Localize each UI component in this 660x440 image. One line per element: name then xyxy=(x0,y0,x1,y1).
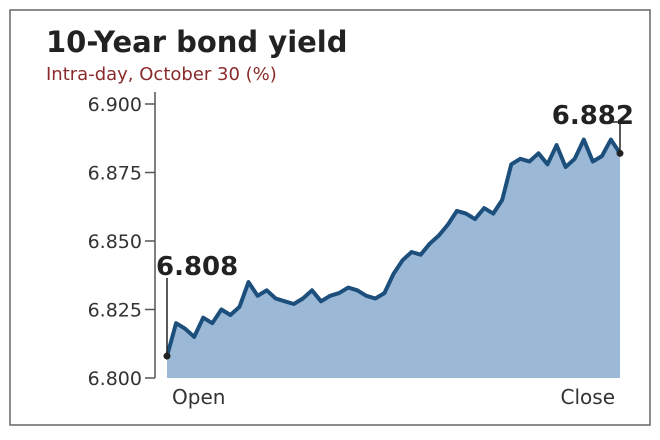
y-tick-label: 6.900 xyxy=(88,94,142,116)
y-tick-label: 6.875 xyxy=(88,163,142,185)
value-label: 6.808 xyxy=(156,252,238,282)
point xyxy=(616,149,624,157)
y-tick-label: 6.850 xyxy=(88,231,142,253)
line xyxy=(165,137,622,357)
y-tick-label: 6.825 xyxy=(88,300,142,322)
x-tick-label: Close xyxy=(561,385,615,409)
point xyxy=(163,352,171,360)
value-label: 6.882 xyxy=(552,101,634,131)
chart-title: 10-Year bond yield xyxy=(46,25,348,59)
area xyxy=(167,139,620,378)
y-tick-label: 6.800 xyxy=(88,368,142,390)
x-tick-label: Open xyxy=(172,385,225,409)
chart-subtitle: Intra-day, October 30 (%) xyxy=(46,64,277,85)
